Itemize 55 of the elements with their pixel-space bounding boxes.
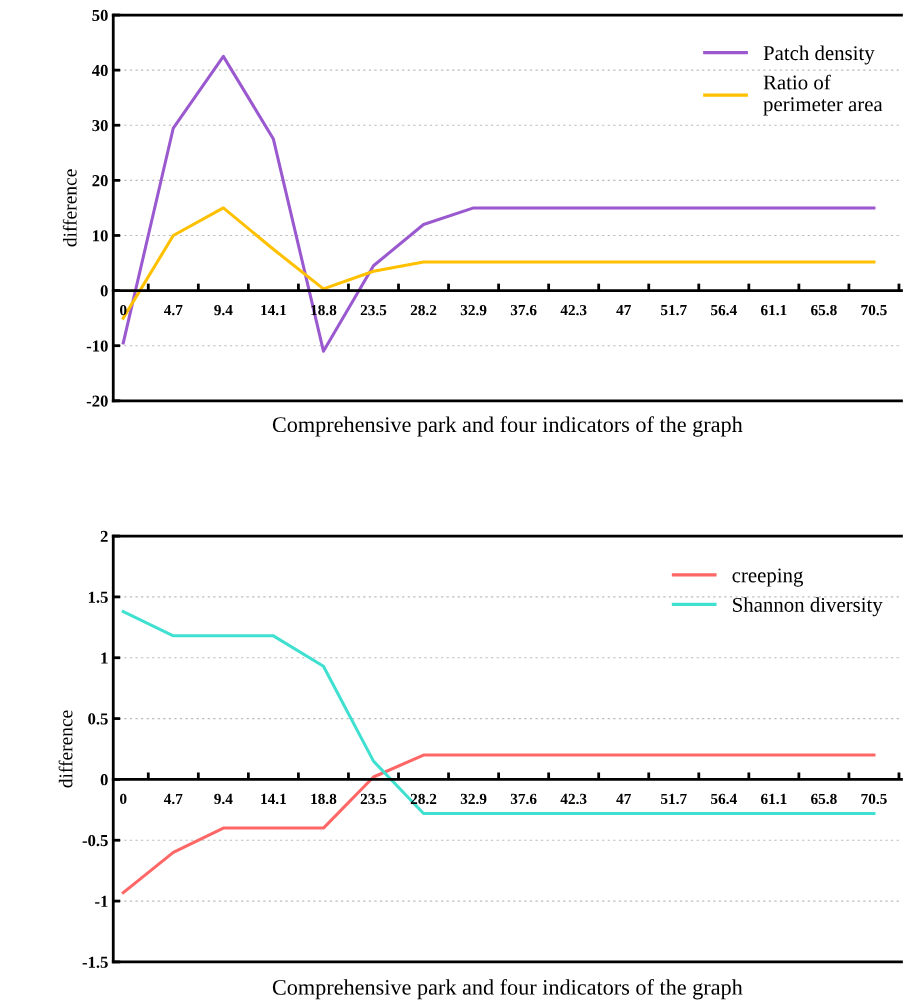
x-tick-label: 61.1 xyxy=(761,793,787,805)
y-tick-label: 0 xyxy=(100,774,108,786)
y-tick-label: 0 xyxy=(100,285,108,297)
x-tick-label: 9.4 xyxy=(214,304,233,316)
x-tick-label: 37.6 xyxy=(510,793,537,805)
x-tick-label: 23.5 xyxy=(360,304,387,316)
x-tick-label: 4.7 xyxy=(163,793,183,805)
x-tick-label: 14.1 xyxy=(261,304,286,316)
y-tick-label: 1.5 xyxy=(88,591,108,603)
y-tick-label: 10 xyxy=(93,230,108,242)
x-tick-label: 56.4 xyxy=(711,304,737,316)
x-tick-label: 28.2 xyxy=(410,793,437,805)
y-tick-label: 40 xyxy=(91,64,108,77)
x-tick-label: 51.7 xyxy=(661,304,687,316)
x-tick-label: 61.1 xyxy=(761,304,787,316)
y-tick-label: -10 xyxy=(86,340,108,352)
x-tick-label: 47 xyxy=(616,793,631,804)
y-tick-label: 2 xyxy=(100,530,108,542)
y-tick-label: 50 xyxy=(92,9,108,21)
y-tick-label: 0.5 xyxy=(88,713,108,725)
y-tick-label: -1 xyxy=(95,895,108,907)
x-tick-label: 42.3 xyxy=(560,793,587,805)
y-tick-label: -1.5 xyxy=(82,956,108,968)
y-axis-title: difference xyxy=(62,169,77,247)
y-tick-label: 20 xyxy=(92,175,108,187)
legend-label: Patch density xyxy=(763,45,875,65)
x-tick-label: 28.2 xyxy=(410,304,437,316)
x-tick-label: 0 xyxy=(120,304,127,316)
x-tick-label: 47 xyxy=(616,305,631,316)
x-tick-label: 18.8 xyxy=(311,793,337,805)
x-tick-label: 14.1 xyxy=(261,793,286,805)
y-tick-label: 1 xyxy=(101,652,108,664)
x-tick-label: 9.4 xyxy=(214,793,233,805)
legend-label: creeping xyxy=(732,568,804,587)
x-axis-title: Comprehensive park and four indicators of the graph xyxy=(272,978,743,1000)
x-tick-label: 32.9 xyxy=(460,304,487,316)
x-tick-label: 32.9 xyxy=(460,793,487,805)
x-tick-label: 0 xyxy=(120,793,127,805)
x-tick-label: 65.8 xyxy=(811,793,837,805)
x-tick-label: 23.5 xyxy=(360,793,387,805)
x-tick-label: 70.5 xyxy=(861,304,887,316)
y-tick-label: -20 xyxy=(86,395,108,407)
x-tick-label: 70.5 xyxy=(861,793,887,805)
x-tick-label: 65.8 xyxy=(811,304,837,316)
y-tick-label: 30 xyxy=(92,119,108,132)
x-tick-label: 51.7 xyxy=(661,793,687,805)
x-axis-title: Comprehensive park and four indicators of the graph xyxy=(272,416,743,437)
x-tick-label: 42.3 xyxy=(560,304,587,316)
y-tick-label: -0.5 xyxy=(82,834,108,847)
x-tick-label: 4.7 xyxy=(163,305,183,316)
x-tick-label: 56.4 xyxy=(711,793,737,805)
y-axis-title: difference xyxy=(58,710,73,788)
legend-label: Ratio of perimeter area xyxy=(763,74,883,116)
x-tick-label: 37.6 xyxy=(510,304,537,316)
legend-label: Shannon diversity xyxy=(733,597,883,617)
